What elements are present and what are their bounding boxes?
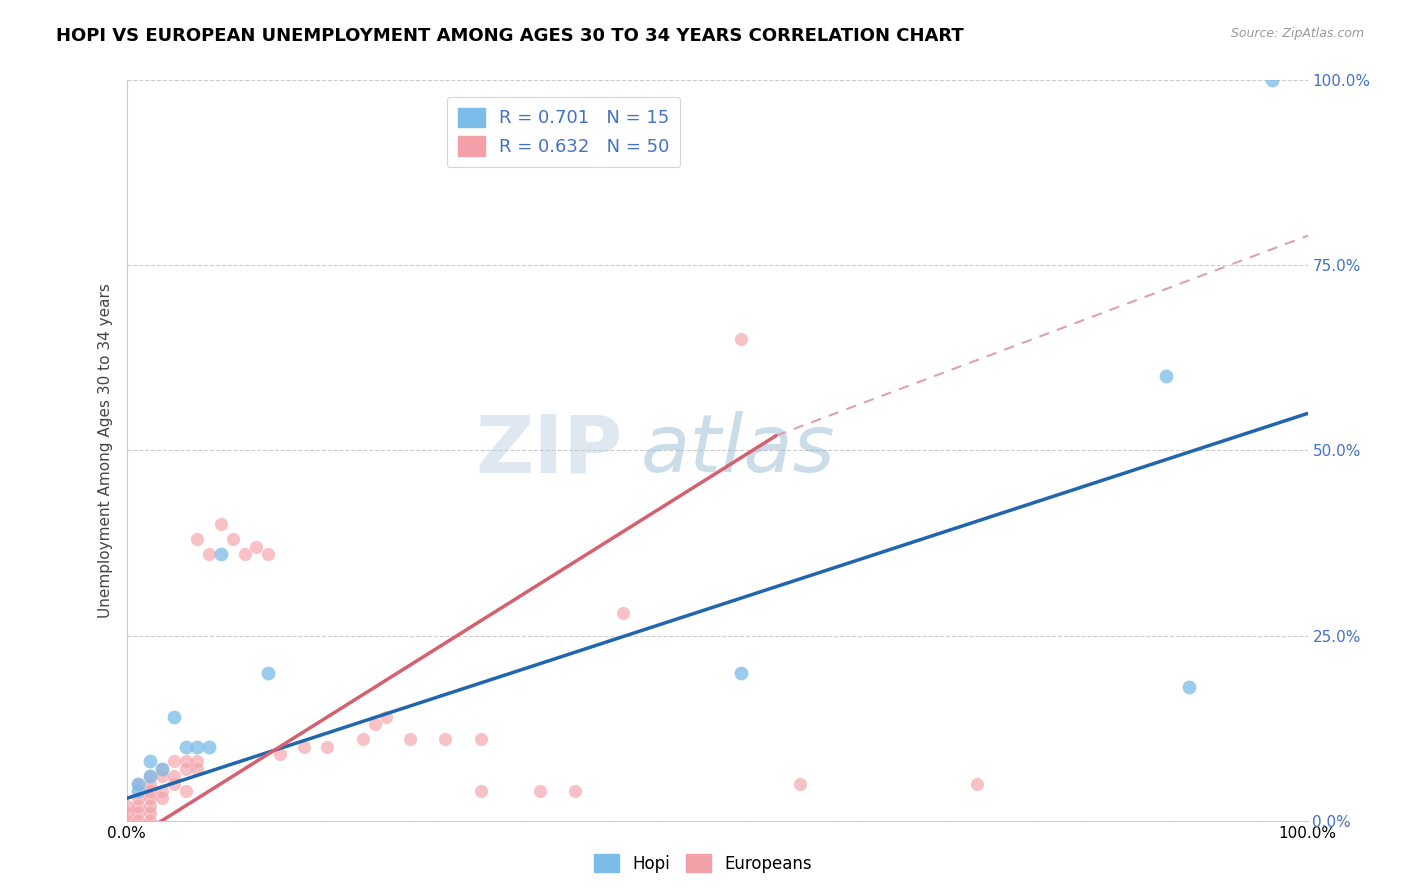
Point	[127, 806, 149, 821]
Point	[139, 798, 162, 813]
Point	[163, 769, 186, 783]
Point	[150, 769, 173, 783]
Point	[1178, 681, 1201, 695]
Point	[209, 517, 232, 532]
Point	[127, 784, 149, 798]
Point	[269, 747, 291, 761]
Point	[363, 717, 385, 731]
Point	[139, 769, 162, 783]
Point	[292, 739, 315, 754]
Point	[139, 814, 162, 828]
Point	[1261, 73, 1284, 87]
Point	[470, 732, 492, 747]
Point	[186, 739, 208, 754]
Point	[186, 533, 208, 547]
Point	[730, 665, 752, 680]
Point	[470, 784, 492, 798]
Point	[163, 776, 186, 791]
Point	[150, 791, 173, 805]
Point	[198, 547, 221, 561]
Point	[127, 814, 149, 828]
Point	[209, 547, 232, 561]
Point	[139, 791, 162, 805]
Point	[163, 710, 186, 724]
Point	[139, 769, 162, 783]
Text: HOPI VS EUROPEAN UNEMPLOYMENT AMONG AGES 30 TO 34 YEARS CORRELATION CHART: HOPI VS EUROPEAN UNEMPLOYMENT AMONG AGES…	[56, 27, 965, 45]
Point	[245, 540, 267, 554]
Point	[115, 806, 138, 821]
Point	[730, 332, 752, 346]
Y-axis label: Unemployment Among Ages 30 to 34 years: Unemployment Among Ages 30 to 34 years	[97, 283, 112, 618]
Point	[174, 739, 197, 754]
Point	[316, 739, 339, 754]
Point	[198, 739, 221, 754]
Point	[186, 755, 208, 769]
Point	[966, 776, 988, 791]
Point	[789, 776, 811, 791]
Text: ZIP: ZIP	[475, 411, 623, 490]
Point	[150, 762, 173, 776]
Legend: R = 0.701   N = 15, R = 0.632   N = 50: R = 0.701 N = 15, R = 0.632 N = 50	[447, 96, 681, 167]
Point	[564, 784, 586, 798]
Point	[352, 732, 374, 747]
Point	[174, 755, 197, 769]
Point	[150, 784, 173, 798]
Point	[127, 776, 149, 791]
Point	[174, 784, 197, 798]
Point	[257, 665, 280, 680]
Text: atlas: atlas	[640, 411, 835, 490]
Point	[139, 784, 162, 798]
Point	[375, 710, 398, 724]
Point	[1154, 369, 1177, 384]
Point	[529, 784, 551, 798]
Point	[186, 762, 208, 776]
Point	[139, 755, 162, 769]
Point	[127, 791, 149, 805]
Point	[612, 607, 634, 621]
Text: Source: ZipAtlas.com: Source: ZipAtlas.com	[1230, 27, 1364, 40]
Point	[115, 814, 138, 828]
Point	[257, 547, 280, 561]
Point	[150, 762, 173, 776]
Point	[222, 533, 245, 547]
Point	[399, 732, 422, 747]
Point	[174, 762, 197, 776]
Point	[434, 732, 457, 747]
Point	[127, 798, 149, 813]
Point	[115, 798, 138, 813]
Legend: Hopi, Europeans: Hopi, Europeans	[586, 847, 820, 880]
Point	[139, 806, 162, 821]
Point	[233, 547, 256, 561]
Point	[127, 776, 149, 791]
Point	[139, 776, 162, 791]
Point	[163, 755, 186, 769]
